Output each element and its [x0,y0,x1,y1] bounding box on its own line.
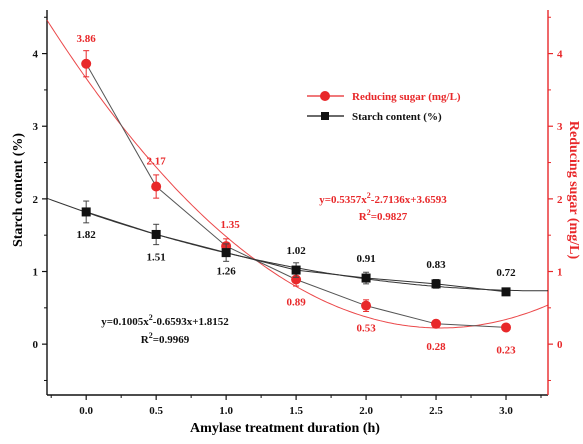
starch-data-label: 1.26 [217,266,237,278]
x-tick-label: 1.5 [289,405,303,417]
sugar-data-label: 0.23 [496,344,516,356]
sugar-data-label: 0.53 [356,323,376,335]
axes-layer: 0.0 0.5 1.0 1.5 2.0 2.5 3.0 0 1 2 3 4 0 1 2 3 4 [33,10,563,417]
legend-sugar-marker [320,91,330,101]
starch-equation-head: y=0.1005x [101,316,149,328]
sugar-fit-curve [46,19,549,329]
sugar-data-label: 0.89 [286,297,306,309]
starch-r2-prefix: R [141,334,150,346]
sugar-point [361,300,372,311]
starch-fit-equation: y=0.1005x2-0.6593x+1.8152 R2=0.9969 [101,313,229,346]
y-right-tick-label: 1 [557,267,563,279]
legend-sugar-label: Reducing sugar (mg/L) [352,91,461,103]
starch-point [431,279,441,289]
svg-text:y=0.5357x2-2.7136x+3.6593: y=0.5357x2-2.7136x+3.6593 [319,191,447,206]
svg-text:R2=0.9827: R2=0.9827 [359,208,408,223]
sugar-point [431,318,442,329]
x-tick-label: 2.0 [359,405,373,417]
y-left-tick-label: 0 [33,339,39,351]
starch-point [81,207,91,217]
sugar-equation-sup: 2 [367,191,371,200]
markers-layer [81,50,512,333]
starch-data-label: 0.91 [356,253,375,265]
y-axis-right-title: Reducing sugar (mg/L) [566,121,581,260]
x-tick-label: 2.5 [429,405,443,417]
sugar-point [151,181,162,192]
y-left-tick-label: 3 [33,121,39,133]
y-axis-left-title: Starch content (%) [11,133,26,247]
starch-data-label: 1.82 [77,229,97,241]
svg-text:R2=0.9969: R2=0.9969 [141,331,190,346]
x-tick-label: 3.0 [499,405,513,417]
sugar-data-label: 1.35 [221,219,241,231]
y-right-tick-label: 4 [557,49,563,61]
legend-starch-marker [321,112,329,120]
starch-data-label: 1.51 [147,251,166,263]
sugar-r2-sup: 2 [367,208,371,217]
sugar-fit-equation: y=0.5357x2-2.7136x+3.6593 R2=0.9827 [319,191,447,223]
starch-point [151,229,161,239]
y-right-tick-label: 0 [557,339,563,351]
sugar-point [501,322,512,333]
starch-equation-tail: -0.6593x+1.8152 [153,316,229,328]
starch-point [361,273,371,283]
x-axis-title: Amylase treatment duration (h) [190,421,380,436]
starch-data-label: 0.83 [426,259,446,271]
starch-r2-sup: 2 [149,331,153,340]
starch-point [291,265,301,275]
sugar-point [81,58,92,69]
y-right-tick-label: 3 [557,121,563,133]
y-left-tick-label: 2 [33,194,39,206]
sugar-r2-value: =0.9827 [371,211,408,223]
legend: Reducing sugar (mg/L) Starch content (%) [307,91,461,123]
starch-point [221,248,231,258]
x-tick-label: 0.5 [149,405,163,417]
starch-data-label: 0.72 [496,267,516,279]
sugar-equation-tail: -2.7136x+3.6593 [371,194,447,206]
sugar-equation-head: y=0.5357x [319,194,367,206]
y-right-tick-label: 2 [557,194,563,206]
data-labels-layer: 3.86 2.17 1.35 0.89 0.53 0.28 0.23 1.82 1.51 1.26… [77,33,517,357]
sugar-r2-prefix: R [359,211,368,223]
x-tick-label: 0.0 [79,405,93,417]
y-left-tick-label: 1 [33,267,39,279]
y-left-tick-label: 4 [33,49,39,61]
x-tick-label: 1.0 [219,405,233,417]
starch-r2-value: =0.9969 [153,334,190,346]
svg-text:y=0.1005x2-0.6593x+1.8152: y=0.1005x2-0.6593x+1.8152 [101,313,229,328]
starch-equation-sup: 2 [149,313,153,322]
legend-starch-label: Starch content (%) [352,111,442,123]
starch-point [501,287,511,297]
starch-data-label: 1.02 [286,245,306,257]
sugar-data-label: 0.28 [426,341,446,353]
sugar-data-label: 2.17 [147,156,167,168]
sugar-data-label: 3.86 [77,33,97,45]
